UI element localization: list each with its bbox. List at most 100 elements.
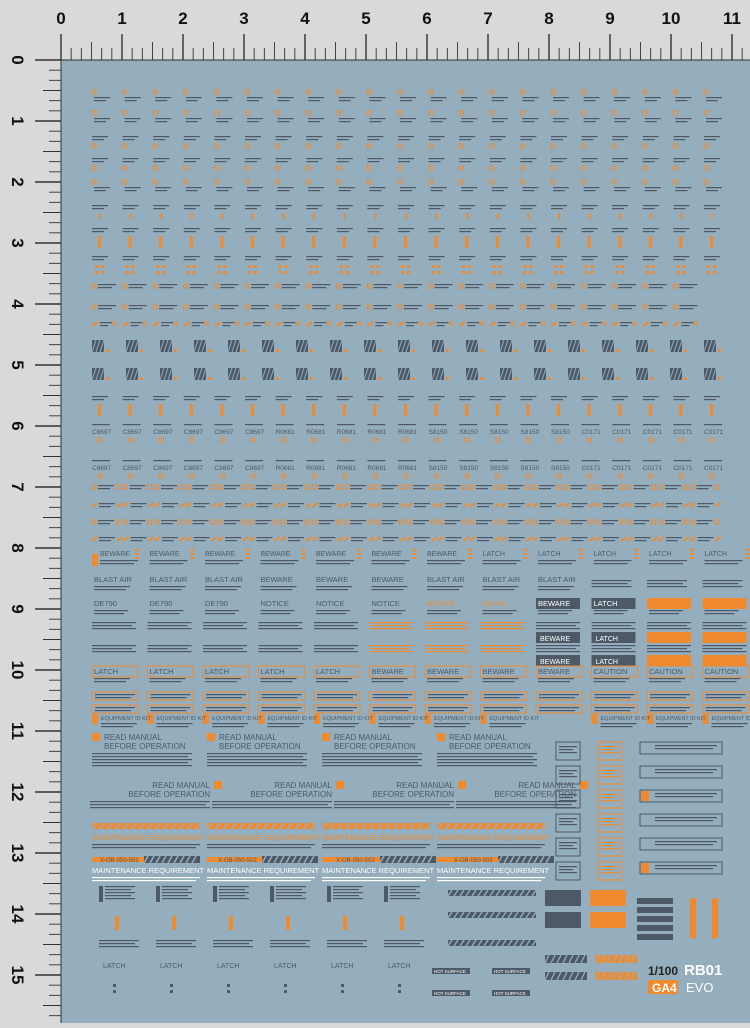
decal-fine-print (288, 506, 300, 507)
decal-fine-print (184, 231, 196, 232)
decal-code-text: C0171 (704, 429, 724, 436)
decal-fine-print (673, 399, 685, 400)
decal-fine-print (681, 322, 693, 323)
decal-fine-print (461, 187, 477, 188)
decal-fine-print (647, 648, 687, 649)
decal-fine-print (184, 256, 200, 257)
decal-fine-print (337, 231, 349, 232)
decal-fine-print (538, 610, 572, 611)
decal-fine-print (490, 396, 506, 397)
decal-fine-print (207, 847, 311, 848)
id-plate (637, 898, 673, 904)
maintenance-text: MAINTENANCE REQUIREMENT (92, 866, 205, 875)
decal-fine-print (490, 399, 502, 400)
read-manual-marker (322, 733, 330, 741)
decal-fine-print (697, 485, 713, 486)
decal-fine-print (261, 610, 295, 611)
decal-fine-print (673, 460, 691, 461)
decal-fine-print (673, 228, 689, 229)
decal-fine-print (431, 187, 447, 188)
decal-code-text: C0171 (582, 429, 602, 436)
decal-fine-print (398, 139, 410, 140)
maintenance-text: MAINTENANCE REQUIREMENT (437, 833, 550, 842)
decal-label-text: BEWARE (261, 551, 291, 558)
decal-fine-print (92, 622, 136, 623)
decal-fine-print (184, 460, 202, 461)
read-manual-text: READ MANUAL (274, 781, 332, 790)
decal-fine-print (551, 396, 567, 397)
decal-fine-print (434, 726, 466, 727)
decal-fine-print (148, 648, 188, 649)
decal-fine-print (650, 707, 690, 708)
decal-fine-print (675, 100, 687, 101)
decal-fine-print (100, 322, 112, 323)
decal-fine-print (705, 681, 737, 682)
decal-fine-print (601, 770, 619, 771)
decal-fine-print (207, 877, 315, 878)
ruler-number-left: 12 (8, 783, 27, 802)
decal-fine-print (643, 158, 659, 159)
decal-fine-print (316, 681, 348, 682)
decal-fine-print (219, 886, 249, 887)
decal-fine-print (647, 583, 683, 584)
decal-fine-print (370, 645, 414, 646)
decal-fine-print (649, 308, 663, 309)
decal-fine-print (522, 121, 534, 122)
decal-fine-print (459, 136, 475, 137)
decal-fine-print (150, 613, 180, 614)
decal-fine-print (205, 589, 237, 590)
decal-fine-print (461, 100, 473, 101)
decal-fine-print (481, 645, 525, 646)
decal-fine-print (459, 259, 471, 260)
decal-fine-print (704, 259, 716, 260)
code-strip-text: X-OB-050-502 (100, 858, 139, 864)
decal-fine-print (588, 287, 602, 288)
decal-fine-print (98, 523, 110, 524)
decal-fine-print (350, 485, 366, 486)
decal-fine-print (456, 801, 576, 802)
decal-fine-print (572, 503, 588, 504)
decal-fine-print (559, 824, 577, 825)
decal-fine-print (437, 325, 445, 326)
decal-fine-print (582, 161, 594, 162)
brand-series-text: EVO (686, 980, 713, 995)
ruler-number-top: 5 (361, 9, 370, 28)
decal-fine-print (367, 139, 379, 140)
decal-fine-print (219, 898, 249, 899)
decal-fine-print (602, 523, 614, 524)
decal-fine-print (650, 697, 686, 698)
decal-fine-print (618, 308, 632, 309)
decal-fine-print (130, 520, 146, 521)
decal-fine-print (316, 586, 352, 587)
decal-fine-print (306, 161, 318, 162)
read-manual-marker (580, 781, 588, 789)
read-manual-text: BEFORE OPERATION (128, 790, 210, 799)
decal-fine-print (649, 560, 687, 561)
decal-label-text: CAUTION (649, 667, 683, 676)
decal-fine-print (282, 308, 296, 309)
decal-fine-print (665, 520, 681, 521)
decal-fine-print (704, 139, 716, 140)
decal-fine-print (259, 625, 299, 626)
ruler-number-top: 9 (605, 9, 614, 28)
decal-fine-print (705, 560, 743, 561)
decal-fine-print (306, 460, 324, 461)
ruler-number-left: 2 (8, 177, 27, 186)
decal-fine-print (253, 322, 265, 323)
decal-fine-print (647, 628, 691, 629)
decal-fine-print (270, 946, 310, 947)
maintenance-text: MAINTENANCE REQUIREMENT (207, 866, 320, 875)
decal-fine-print (704, 424, 722, 425)
decal-fine-print (705, 613, 735, 614)
decal-fine-print (245, 424, 263, 425)
decal-fine-print (333, 895, 359, 896)
decal-fine-print (704, 136, 720, 137)
decal-fine-print (536, 651, 580, 652)
decal-fine-print (404, 308, 418, 309)
decal-fine-print (162, 540, 174, 541)
decal-fine-print (370, 625, 410, 626)
decal-fine-print (461, 97, 477, 98)
decal-fine-print (520, 136, 536, 137)
decal-fine-print (351, 506, 363, 507)
ruler-number-left: 10 (8, 661, 27, 680)
